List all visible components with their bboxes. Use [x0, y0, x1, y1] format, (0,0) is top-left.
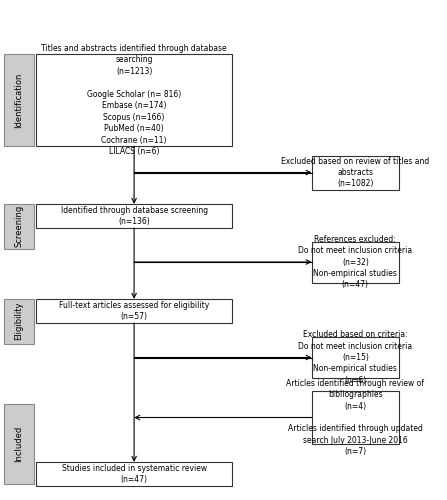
FancyBboxPatch shape [4, 54, 34, 146]
FancyBboxPatch shape [4, 404, 34, 484]
FancyBboxPatch shape [4, 204, 34, 248]
Text: Full-text articles assessed for eligibility
(n=57): Full-text articles assessed for eligibil… [59, 301, 209, 321]
Text: Excluded based on review of titles and
abstracts
(n=1082): Excluded based on review of titles and a… [281, 156, 430, 188]
FancyBboxPatch shape [36, 462, 232, 486]
Text: Eligibility: Eligibility [14, 302, 24, 340]
FancyBboxPatch shape [312, 242, 399, 282]
Text: Identified through database screening
(n=136): Identified through database screening (n… [60, 206, 208, 226]
FancyBboxPatch shape [36, 299, 232, 323]
Text: Studies included in systematic review
(n=47): Studies included in systematic review (n… [62, 464, 207, 484]
Text: Articles identified through review of
bibliographies
(n=4)

Articles identified : Articles identified through review of bi… [287, 378, 424, 456]
Text: Titles and abstracts identified through database
searching
(n=1213)

Google Scho: Titles and abstracts identified through … [41, 44, 227, 156]
Text: Excluded based on criteria:
Do not meet inclusion criteria
(n=15)
Non-empirical : Excluded based on criteria: Do not meet … [298, 330, 413, 385]
Text: Included: Included [14, 426, 24, 462]
FancyBboxPatch shape [4, 298, 34, 344]
Text: Screening: Screening [14, 205, 24, 247]
Text: References excluded:
Do not meet inclusion criteria
(n=32)
Non-empirical studies: References excluded: Do not meet inclusi… [298, 234, 413, 290]
FancyBboxPatch shape [312, 337, 399, 378]
Text: Identification: Identification [14, 72, 24, 128]
FancyBboxPatch shape [312, 391, 399, 444]
FancyBboxPatch shape [36, 204, 232, 228]
FancyBboxPatch shape [312, 156, 399, 190]
FancyBboxPatch shape [36, 54, 232, 146]
